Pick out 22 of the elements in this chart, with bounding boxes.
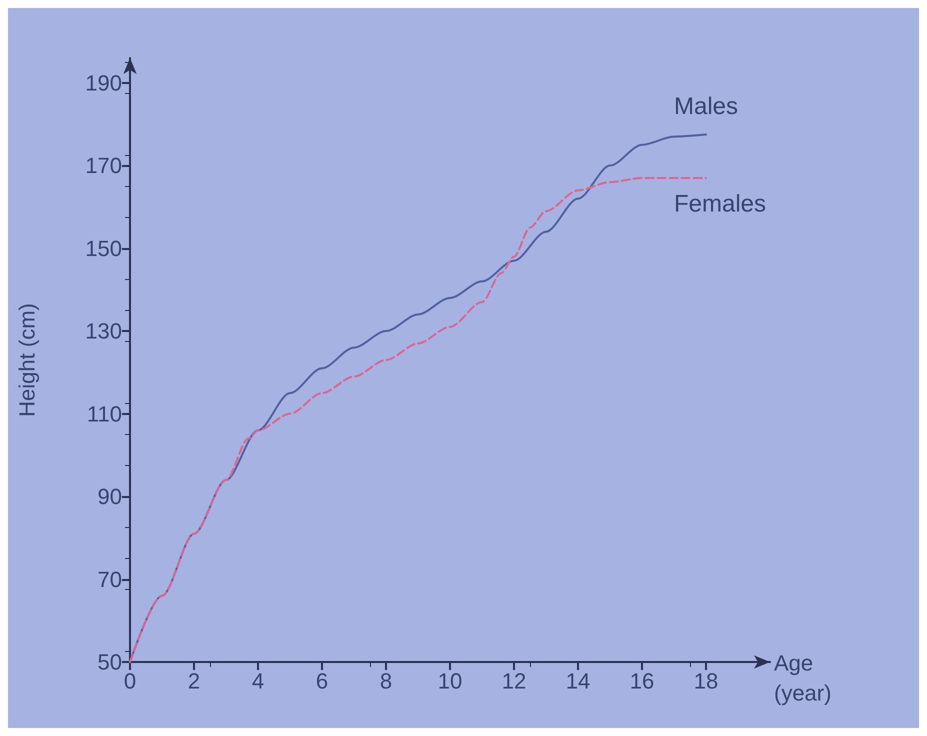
series-label: Males — [674, 93, 738, 120]
x-axis-title: Age (year) — [774, 650, 832, 706]
x-tick-label: 16 — [630, 668, 654, 694]
x-tick-label: 4 — [252, 668, 264, 694]
y-tick-label: 70 — [98, 566, 122, 592]
y-axis-title: Height (cm) — [14, 303, 40, 417]
y-tick-label: 90 — [98, 484, 122, 510]
x-tick-label: 10 — [438, 668, 462, 694]
x-tick-label: 6 — [316, 668, 328, 694]
y-tick-label: 110 — [86, 401, 122, 426]
y-tick-label: 50 — [98, 650, 122, 674]
x-tick-label: 2 — [188, 668, 200, 694]
y-tick-label: 190 — [85, 70, 122, 96]
y-tick-label: 170 — [85, 153, 122, 178]
x-tick-label: 12 — [502, 668, 526, 694]
series-label: Females — [674, 190, 766, 218]
y-tick-label: 130 — [85, 318, 122, 344]
x-tick-label: 0 — [124, 668, 136, 694]
x-tick-label: 14 — [566, 668, 590, 694]
x-tick-label: 18 — [694, 668, 718, 694]
y-tick-label: 150 — [85, 236, 122, 261]
x-tick-label: 8 — [380, 668, 392, 694]
